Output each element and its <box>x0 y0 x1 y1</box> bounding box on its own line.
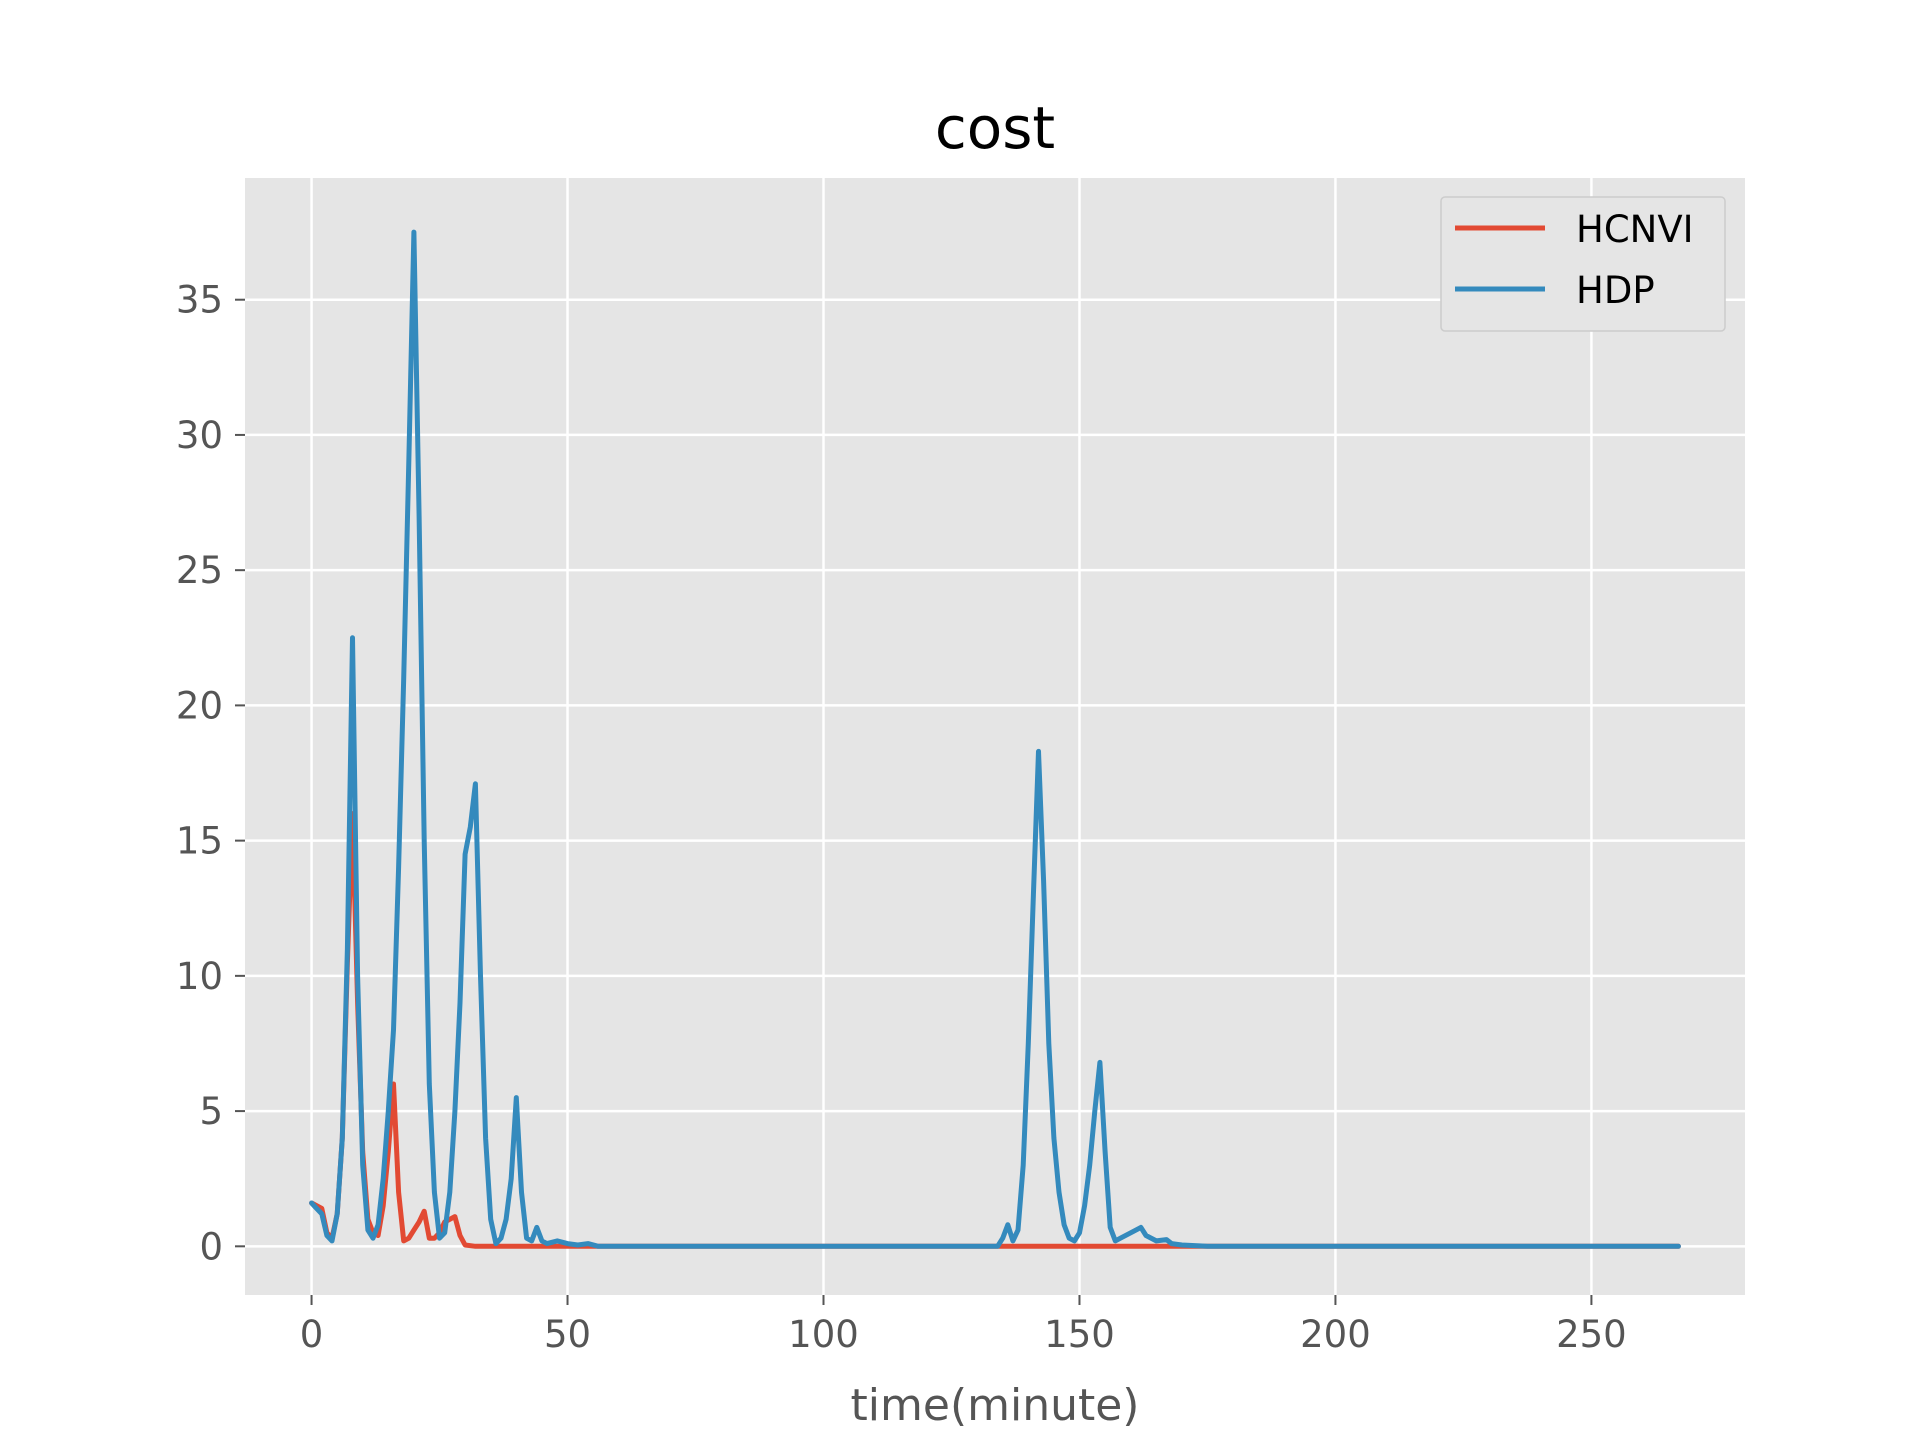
x-tick-label-3: 150 <box>1044 1313 1115 1356</box>
plot-area <box>245 178 1745 1295</box>
y-tick-label-5: 25 <box>176 549 223 592</box>
chart-title: cost <box>935 94 1055 162</box>
y-tick-label-2: 10 <box>176 955 223 998</box>
y-tick-label-0: 0 <box>199 1225 223 1268</box>
legend: HCNVI HDP <box>1440 196 1726 332</box>
series-line-hdp <box>309 229 1681 1249</box>
y-axis: 0 5 10 15 20 25 30 35 <box>176 279 245 1268</box>
series-lines <box>309 229 1681 1249</box>
y-tick-label-3: 15 <box>176 820 223 863</box>
legend-label-hdp: HDP <box>1576 269 1655 312</box>
y-tick-label-4: 20 <box>176 684 223 727</box>
x-tick-label-2: 100 <box>788 1313 859 1356</box>
y-tick-label-7: 35 <box>176 279 223 322</box>
x-tick-label-5: 250 <box>1556 1313 1627 1356</box>
y-tick-label-1: 5 <box>199 1090 223 1133</box>
x-tick-label-4: 200 <box>1300 1313 1371 1356</box>
x-axis: 0 50 100 150 200 250 <box>300 1295 1627 1356</box>
x-tick-label-0: 0 <box>300 1313 324 1356</box>
x-axis-label: time(minute) <box>851 1380 1140 1431</box>
y-tick-label-6: 30 <box>176 414 223 457</box>
x-tick-label-1: 50 <box>544 1313 591 1356</box>
legend-label-hcnvi: HCNVI <box>1576 208 1694 251</box>
